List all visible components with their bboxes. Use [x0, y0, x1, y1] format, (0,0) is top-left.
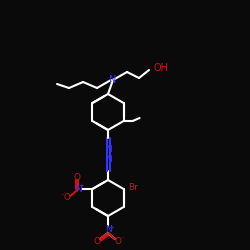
Text: O: O [64, 194, 71, 202]
Text: +: + [108, 225, 114, 231]
Text: N: N [104, 145, 112, 154]
Text: N: N [104, 226, 112, 234]
Text: OH: OH [153, 63, 168, 73]
Text: Br: Br [128, 182, 138, 192]
Text: +: + [78, 183, 84, 189]
Text: N: N [109, 75, 117, 85]
Text: O: O [114, 236, 121, 246]
Text: N: N [104, 155, 112, 164]
Text: O: O [94, 236, 100, 246]
Text: ⁻: ⁻ [120, 236, 124, 242]
Text: O: O [74, 172, 81, 182]
Text: N: N [75, 184, 82, 194]
Text: ⁻: ⁻ [60, 193, 64, 199]
